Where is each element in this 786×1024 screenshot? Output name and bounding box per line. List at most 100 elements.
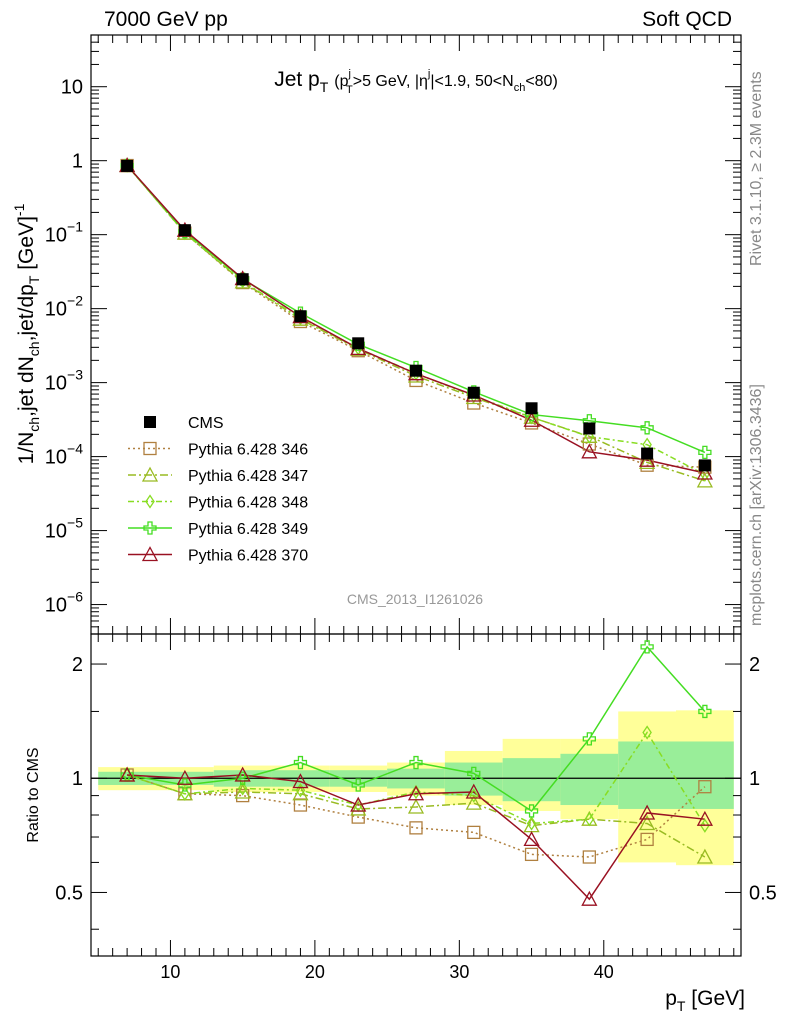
y-tick-label: 1 [72, 151, 83, 173]
x-tick-label: 40 [594, 962, 614, 982]
x-axis-label-b: [GeV] [685, 987, 745, 1010]
rivet-label: Rivet 3.1.10, ≥ 2.3M events [748, 71, 765, 266]
plot-title-main: Jet p [274, 68, 320, 91]
ratio-series-line [127, 774, 705, 901]
main-series-marker [698, 445, 712, 460]
plot-title-open: (p [334, 73, 348, 90]
cms-data-point [583, 422, 596, 435]
stat-uncertainty-band [502, 758, 561, 802]
legend-label: Pythia 6.428 349 [188, 521, 308, 538]
x-tick-label: 30 [449, 962, 469, 982]
stat-uncertainty-band [618, 741, 676, 809]
ratio-series-marker [465, 794, 482, 810]
y-axis-label-c: ,jet/dp [15, 284, 38, 341]
header-left: 7000 GeV pp [104, 8, 228, 31]
plot-title-close: <80) [525, 73, 557, 90]
main-series-marker [526, 410, 537, 425]
y-tick-label: 10−3 [45, 367, 83, 395]
ratio-series-marker [698, 780, 712, 794]
ratio-series-marker [119, 766, 136, 782]
main-plot-frame [90, 34, 742, 635]
stat-uncertainty-band [560, 753, 619, 806]
ratio-tick-label: 1 [749, 768, 760, 790]
main-series-marker [696, 472, 713, 488]
cms-data-point [294, 310, 307, 323]
cms-data-point [352, 337, 365, 350]
ratio-series-marker [292, 785, 309, 801]
plot-title-cut: |<1.9, 50<N [430, 73, 513, 90]
legend: CMS Pythia 6.428 346 Pythia 6.428 347 Pythi… [128, 415, 308, 565]
ratio-series-line [126, 774, 706, 858]
plot-title-p-sub: T [346, 84, 353, 96]
ratio-series-marker [526, 816, 537, 831]
ratio-tick-label: 0.5 [55, 882, 83, 904]
legend-marker [143, 441, 157, 456]
ratio-tick-label: 1 [72, 768, 83, 790]
y-tick-label: 10−1 [45, 219, 83, 247]
legend-label: Pythia 6.428 348 [188, 495, 308, 512]
cms-data-point [410, 364, 422, 377]
ratio-series-marker [468, 788, 479, 803]
y-tick-label: 10−4 [45, 441, 83, 469]
ratio-series-marker [409, 821, 423, 835]
watermark: CMS_2013_I1261026 [347, 591, 483, 607]
y-axis-label-d: [GeV] [15, 216, 38, 276]
y-tick-label: 10−5 [45, 515, 83, 543]
main-series-marker [639, 454, 656, 470]
main-series-marker [581, 443, 598, 459]
ratio-tick-label: 2 [72, 654, 83, 676]
ratio-series-marker [581, 890, 598, 906]
ratio-series-marker [409, 755, 423, 770]
ratio-series-marker [696, 848, 713, 864]
ratio-series-marker [524, 847, 539, 862]
x-axis-label-a-sub: T [677, 998, 686, 1014]
x-axis-label: pT [GeV] [665, 987, 745, 1014]
header-right: Soft QCD [642, 8, 732, 31]
ratio-axis-label: Ratio to CMS [25, 747, 42, 842]
ratio-series-marker [350, 800, 367, 816]
ratio-series-marker [180, 786, 190, 801]
y-axis-label-a: 1/N [15, 432, 38, 465]
y-axis-label-b-sub: ch [26, 341, 42, 356]
ratio-series-marker [465, 783, 482, 799]
ratio-series-marker [642, 725, 652, 740]
ratio-series-marker [411, 784, 421, 800]
ratio-series-marker [292, 773, 309, 789]
ratio-series-marker [350, 796, 367, 812]
stat-uncertainty-band [676, 741, 734, 809]
ratio-series-marker [640, 640, 654, 654]
ratio-series-marker [639, 815, 656, 831]
ratio-series-marker [639, 804, 656, 820]
ratio-series-marker [700, 818, 710, 833]
plot-title-mid: >5 GeV, |η [353, 73, 428, 90]
ratio-series-marker [293, 755, 308, 770]
legend-marker [141, 546, 159, 562]
y-axis-label-c-sub: T [26, 275, 42, 284]
y-axis-label-a-sub: ch [26, 417, 42, 432]
ratio-series-marker [467, 825, 481, 840]
ratio-series-marker [524, 804, 539, 818]
y-axis-label-d-sup: -1 [11, 203, 27, 216]
ratio-series-marker [584, 812, 595, 827]
main-series-marker [639, 451, 656, 467]
y-tick-label: 10−6 [45, 589, 83, 617]
plot-title: Jet pT (pj T>5 GeV, |ηj|<1.9, 50<Nch<80) [274, 68, 558, 96]
ratio-series-marker [407, 798, 425, 814]
cms-data-point [641, 447, 654, 460]
legend-label: CMS [188, 415, 224, 432]
ratio-series-marker [236, 771, 250, 785]
y-axis-label: 1/Nch,jet dNch,jet/dpT [GeV]-1 [11, 203, 42, 464]
ratio-series-marker [698, 704, 712, 719]
plot-title-p-sup: j [348, 68, 351, 80]
ratio-series-marker [176, 769, 193, 785]
legend-label: Pythia 6.428 370 [188, 548, 308, 565]
ratio-series-marker [351, 778, 365, 792]
cms-data-point [236, 273, 249, 286]
main-series-marker [640, 421, 654, 435]
ratio-series-marker [467, 766, 481, 781]
cms-data-point [467, 386, 480, 399]
ratio-series-marker [523, 831, 540, 847]
ratio-series-line [126, 731, 706, 827]
main-series-marker [523, 411, 540, 427]
